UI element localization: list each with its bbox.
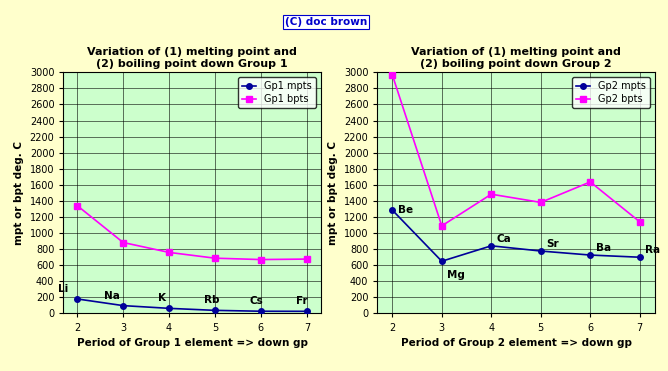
Text: Sr: Sr — [546, 239, 559, 249]
Text: (C) doc brown: (C) doc brown — [285, 17, 367, 27]
Legend: Gp2 mpts, Gp2 bpts: Gp2 mpts, Gp2 bpts — [572, 77, 650, 108]
Text: Cs: Cs — [250, 296, 264, 306]
Text: Fr: Fr — [296, 296, 307, 306]
Legend: Gp1 mpts, Gp1 bpts: Gp1 mpts, Gp1 bpts — [238, 77, 316, 108]
Text: Ca: Ca — [497, 234, 512, 244]
Text: Ba: Ba — [596, 243, 611, 253]
X-axis label: Period of Group 2 element => down gp: Period of Group 2 element => down gp — [401, 338, 631, 348]
Title: Variation of (1) melting point and
(2) boiling point down Group 2: Variation of (1) melting point and (2) b… — [411, 47, 621, 69]
X-axis label: Period of Group 1 element => down gp: Period of Group 1 element => down gp — [77, 338, 307, 348]
Text: Be: Be — [398, 205, 413, 215]
Text: Mg: Mg — [448, 270, 465, 280]
Text: Rb: Rb — [204, 295, 219, 305]
Y-axis label: mpt or bpt deg. C: mpt or bpt deg. C — [328, 141, 338, 245]
Text: Ra: Ra — [645, 245, 661, 255]
Y-axis label: mpt or bpt deg. C: mpt or bpt deg. C — [14, 141, 24, 245]
Text: Na: Na — [104, 290, 120, 301]
Text: K: K — [158, 293, 166, 303]
Title: Variation of (1) melting point and
(2) boiling point down Group 1: Variation of (1) melting point and (2) b… — [87, 47, 297, 69]
Text: Li: Li — [58, 284, 68, 294]
